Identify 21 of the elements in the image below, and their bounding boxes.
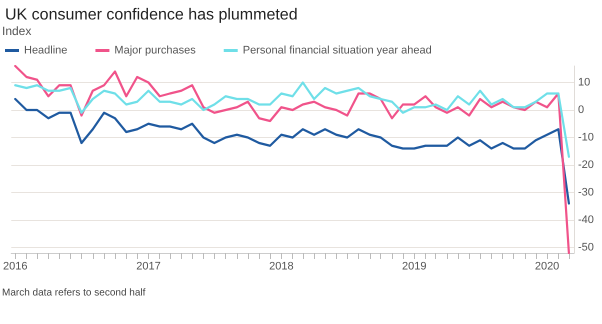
legend-label: Headline <box>24 44 68 56</box>
y-tick-label: -20 <box>578 159 594 171</box>
line-series <box>14 81 570 158</box>
text: March data refers to second half <box>2 288 146 298</box>
x-tick-label: 2017 <box>136 260 161 272</box>
chart-title: UK consumer confidence has plummeted <box>5 6 298 24</box>
legend-label: Major purchases <box>114 44 196 56</box>
x-tick-label: 2020 <box>534 260 560 272</box>
line-series <box>14 64 570 254</box>
y-tick-label: -50 <box>578 242 594 254</box>
y-tick-label: -30 <box>578 186 594 198</box>
y-axis-title: Index <box>2 24 32 38</box>
x-tick-label: 2018 <box>269 260 294 272</box>
legend-label: Personal financial situation year ahead <box>242 44 432 56</box>
y-tick-label: 10 <box>578 76 590 88</box>
x-tick-label: 2019 <box>402 260 426 272</box>
line-series <box>14 98 570 205</box>
y-tick-label: -40 <box>578 214 594 226</box>
x-tick-label: 2016 <box>2 260 28 272</box>
y-tick-label: -10 <box>578 132 594 144</box>
y-tick-label: 0 <box>578 104 584 116</box>
